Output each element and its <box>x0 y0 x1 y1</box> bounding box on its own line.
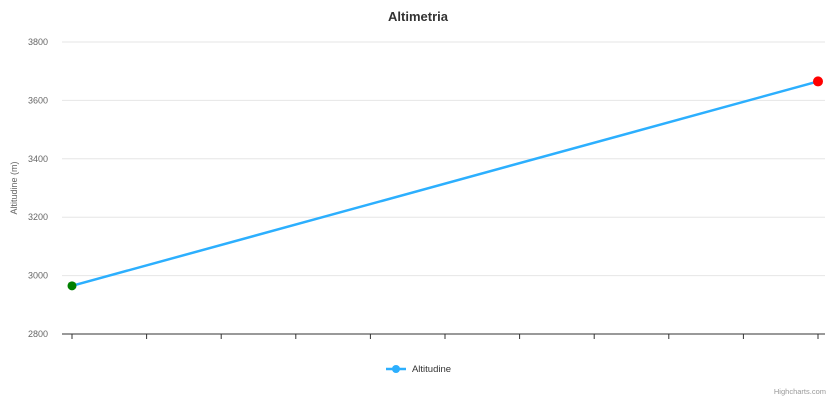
y-axis-label: 3000 <box>28 271 48 281</box>
y-axis-label: 3600 <box>28 95 48 105</box>
legend-line-marker-icon <box>385 365 406 373</box>
legend: Altitudine <box>0 363 836 375</box>
end-point-marker[interactable] <box>813 76 823 87</box>
y-axis-label: 3200 <box>28 212 48 222</box>
y-axis-label: 2800 <box>28 329 48 339</box>
start-point-marker[interactable] <box>67 281 77 291</box>
chart-title: Altimetria <box>388 9 448 24</box>
y-axis-label: 3400 <box>28 154 48 164</box>
highcharts-credit-link[interactable]: Highcharts.com <box>773 387 826 396</box>
y-axis-label: 3800 <box>28 37 48 47</box>
legend-item-altitudine[interactable]: Altitudine <box>385 363 451 375</box>
altitude-series-line[interactable] <box>70 80 820 288</box>
legend-label: Altitudine <box>411 363 452 375</box>
